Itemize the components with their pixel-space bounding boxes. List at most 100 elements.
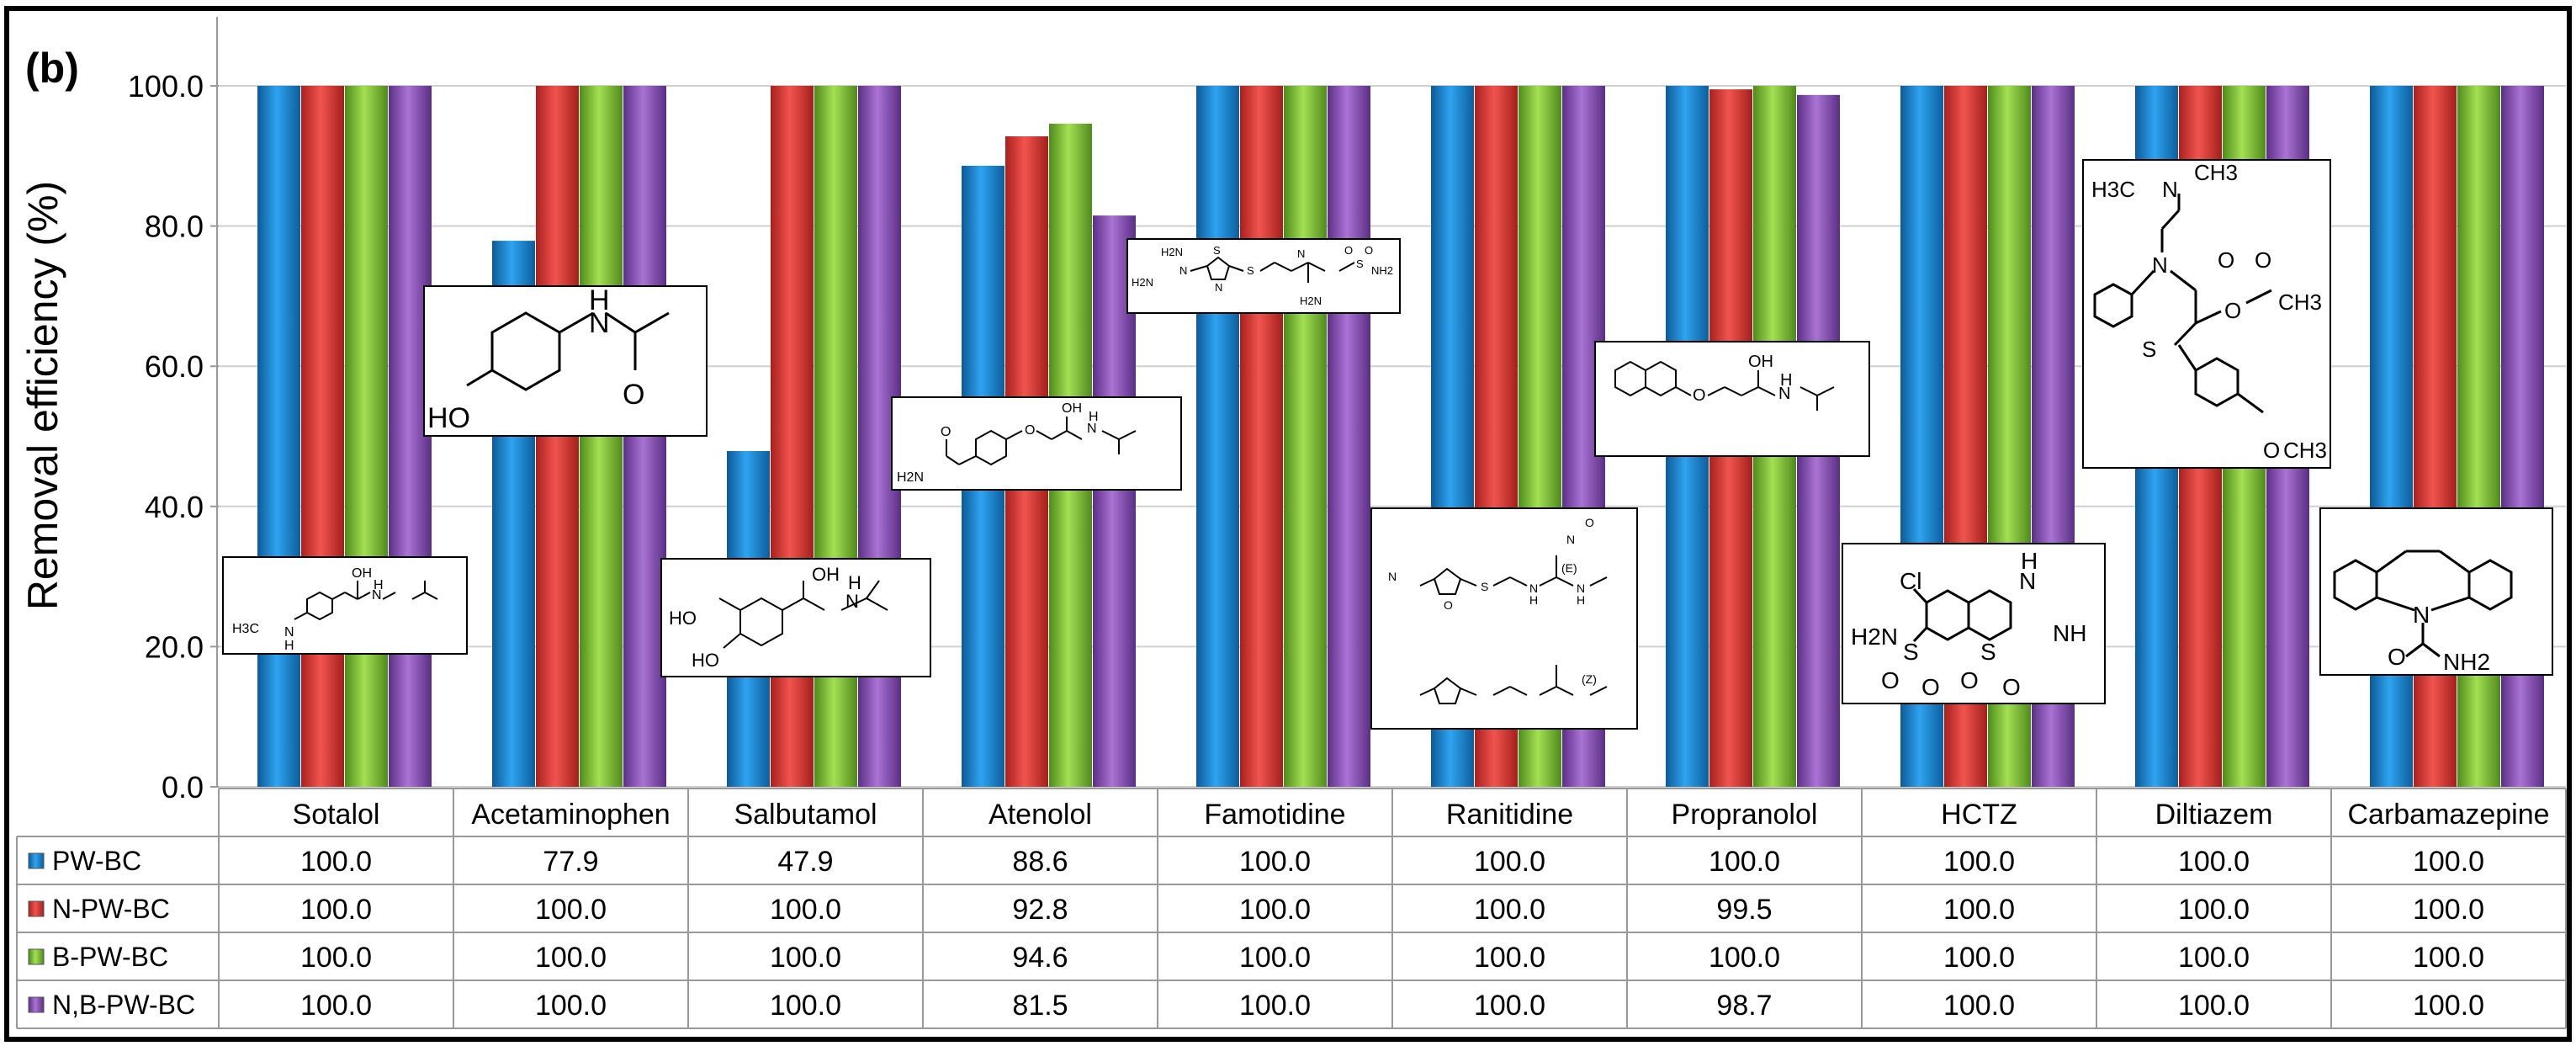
structure-famotidine: H2N H2N N S N S N H2N NH2 S O O [1126,238,1401,314]
x-tick-label: Acetaminophen [471,799,670,831]
legend-label: PW-BC [52,846,141,876]
propranolol-label-0: OH [1748,353,1773,371]
hctz-label-3: NH [2053,620,2086,646]
ranitidine-label-2: S [1481,580,1488,593]
data-label: 100.0 [1943,846,2015,878]
bar-b-pw-bc-sotalol [345,86,388,787]
ranitidine-label-1: O [1444,598,1453,612]
x-tick-label: Salbutamol [734,799,877,831]
diltiazem-label-10: CH3 [2283,438,2327,463]
atenolol-label-5: O [941,425,951,439]
data-label: 100.0 [1239,990,1311,1022]
sotalol-label-3: H [284,639,294,653]
y-tick-label: 40.0 [145,490,204,524]
data-label: 92.8 [1012,894,1068,926]
data-label: 100.0 [2413,942,2484,974]
y-tick-label: 80.0 [145,210,204,244]
atenolol-label-0: OH [1062,401,1082,416]
x-tick-label: Propranolol [1672,799,1818,831]
carbamazepine-label-0: N [2413,602,2430,628]
data-label: 100.0 [1709,846,1780,878]
famotidine-label-2: N [1179,264,1187,277]
sotalol-label-5: H [374,578,384,592]
y-tick-label: 0.0 [162,770,204,804]
acetaminophen-label-1: N [589,307,610,339]
salbutamol-label-2: HO [692,650,719,671]
data-label: 100.0 [770,990,841,1022]
x-tick-label: Ranitidine [1446,799,1573,831]
x-tick-label: Diltiazem [2155,799,2273,831]
salbutamol-label-1: HO [669,608,697,629]
y-tick-label: 60.0 [145,349,204,384]
data-label: 100.0 [2413,894,2484,926]
data-label: 100.0 [2178,990,2250,1022]
ranitidine-label-8: O [1585,516,1594,529]
bar-n-pw-bc-famotidine [1240,86,1283,787]
data-label: 100.0 [1474,846,1545,878]
diltiazem-label-4: O [2218,247,2234,273]
structure-salbutamol: OH HO HO N H [660,558,931,677]
sotalol-label-0: OH [352,566,372,581]
ranitidine-label-3: N [1529,581,1538,595]
x-tick-label: Atenolol [989,799,1092,831]
famotidine-label-7: H2N [1300,295,1322,307]
famotidine-label-6: N [1297,247,1305,260]
sotalol-label-2: N [284,625,294,640]
atenolol-label-4: H2N [897,470,924,485]
data-label: 100.0 [300,990,372,1022]
diltiazem-label-9: O [2263,438,2280,463]
data-label: 100.0 [2413,846,2484,878]
data-label: 100.0 [300,846,372,878]
structure-ranitidine: N O S N H N H N O (E) (Z) [1370,507,1638,730]
hctz-label-9: O [1960,667,1979,693]
hctz-label-6: S [1980,639,1996,665]
carbamazepine-label-2: NH2 [2443,649,2490,675]
famotidine-label-11: O [1365,244,1373,257]
hctz-label-10: O [2002,674,2021,700]
data-label: 100.0 [300,894,372,926]
famotidine-label-1: H2N [1132,276,1153,289]
diltiazem-label-6: CH3 [2278,289,2322,315]
bar-n-pw-bc-carbamazepine [2414,86,2457,787]
panel-label: (b) [25,45,79,92]
data-label: 88.6 [1012,846,1068,878]
ranitidine-label-0: N [1388,570,1397,583]
data-label: 100.0 [535,942,607,974]
bar-pw-bc-sotalol [257,86,300,787]
acetaminophen-label-3: O [623,379,644,411]
structure-sotalol: OH H3C N H N H [222,556,468,655]
data-label: 100.0 [1239,894,1311,926]
diltiazem-label-1: N [2162,177,2178,202]
x-tick-label: Sotalol [293,799,380,831]
data-label: 81.5 [1012,990,1068,1022]
hctz-label-7: O [1881,667,1900,693]
acetaminophen-label-0: H [589,284,610,316]
ranitidine-label-4: H [1529,593,1538,607]
atenolol-label-2: N [1087,422,1097,436]
bar-b-pw-bc-salbutamol [814,86,857,787]
legend-label: N,B-PW-BC [52,990,195,1020]
bar-n-b-pw-bc-carbamazepine [2501,86,2544,787]
data-label: 100.0 [770,894,841,926]
data-label: 100.0 [2413,990,2484,1022]
y-axis-title: Removal efficiency (%) [19,181,66,610]
legend-label: B-PW-BC [52,942,168,972]
hctz-label-8: O [1921,674,1940,700]
data-label: 100.0 [1474,894,1545,926]
ranitidine-label-9: (E) [1561,561,1577,575]
data-label: 100.0 [770,942,841,974]
propranolol-label-3: H [1780,371,1792,390]
ranitidine-label-10: (Z) [1582,672,1597,686]
data-label: 100.0 [535,990,607,1022]
structure-hctz: Cl H N NH H2N S S O O O O [1842,543,2106,704]
diltiazem-label-2: CH3 [2194,160,2238,185]
structure-insets: OH H3C N H N H H N HO O [222,159,2553,730]
data-label: 100.0 [1709,942,1780,974]
famotidine-label-9: S [1356,258,1364,270]
legend-label: N-PW-BC [52,894,170,924]
y-tick-label: 20.0 [145,629,204,664]
data-label: 77.9 [543,846,598,878]
diltiazem-label-3: N [2152,252,2168,278]
structure-atenolol: OH O N H H2N O [891,396,1182,491]
